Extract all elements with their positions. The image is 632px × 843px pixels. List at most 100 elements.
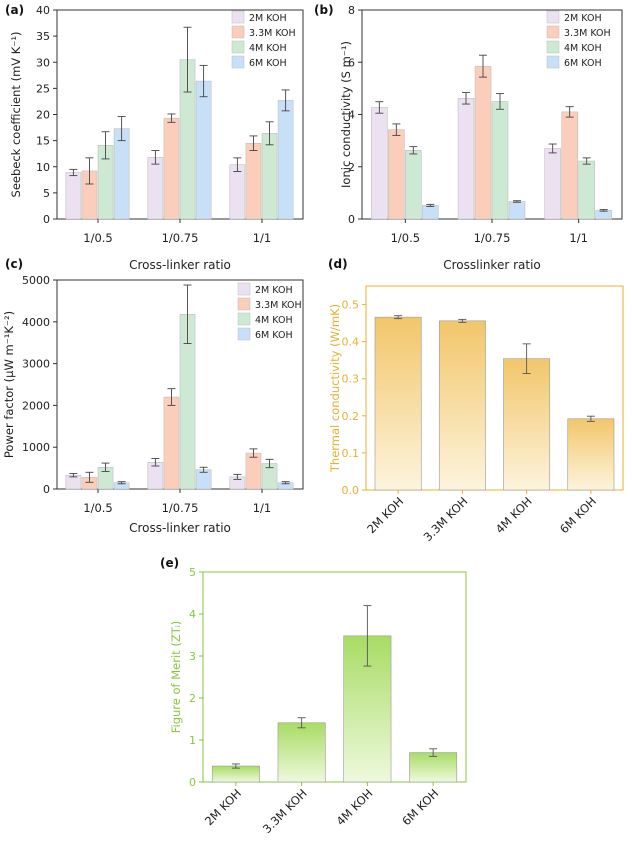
x-axis-label: Crosslinker ratio bbox=[443, 258, 541, 272]
category-label: 2M KOH bbox=[202, 786, 244, 828]
y-tick-label: 3 bbox=[189, 650, 196, 663]
category-label: 1/0.5 bbox=[391, 231, 420, 245]
category-label: 1/0.75 bbox=[162, 501, 199, 515]
y-axis-label: Figure of Merit (ZTᵢ) bbox=[169, 621, 183, 734]
legend-label: 2M KOH bbox=[564, 13, 602, 24]
y-tick-label: 0.2 bbox=[342, 410, 360, 423]
category-label: 3.3M KOH bbox=[260, 786, 310, 836]
y-tick-label: 25 bbox=[36, 82, 50, 95]
y-tick-label: 4 bbox=[189, 608, 196, 621]
y-tick-label: 40 bbox=[36, 4, 50, 17]
y-tick-label: 5000 bbox=[22, 274, 50, 287]
legend-label: 4M KOH bbox=[249, 43, 287, 54]
bar bbox=[457, 98, 475, 220]
y-tick-label: 0.0 bbox=[342, 484, 360, 497]
y-tick-label: 8 bbox=[348, 4, 355, 17]
y-tick-label: 2 bbox=[189, 692, 196, 705]
bar bbox=[163, 396, 180, 490]
y-tick-label: 15 bbox=[36, 135, 50, 148]
y-tick-label: 0.5 bbox=[342, 299, 360, 312]
legend-swatch bbox=[231, 25, 245, 39]
bar bbox=[277, 722, 326, 783]
y-tick-label: 0.4 bbox=[342, 336, 360, 349]
y-tick-label: 20 bbox=[36, 109, 50, 122]
category-label: 1/0.75 bbox=[474, 231, 511, 245]
y-tick-label: 1000 bbox=[22, 441, 50, 454]
y-tick-label: 6 bbox=[348, 56, 355, 69]
legend-swatch bbox=[546, 10, 560, 24]
legend-swatch bbox=[237, 282, 251, 296]
panel-label: (a) bbox=[5, 3, 24, 17]
bar bbox=[147, 157, 164, 220]
y-tick-label: 0.3 bbox=[342, 373, 360, 386]
bar bbox=[438, 320, 486, 491]
legend-swatch bbox=[546, 55, 560, 69]
bar bbox=[245, 452, 262, 490]
bar bbox=[405, 150, 422, 220]
panel-label: (b) bbox=[314, 3, 334, 17]
category-label: 6M KOH bbox=[557, 494, 599, 536]
y-tick-label: 1 bbox=[189, 734, 196, 747]
bar bbox=[474, 65, 492, 220]
y-tick-label: 0 bbox=[43, 213, 50, 226]
panel-e-figure-of-merit-chart: (e) 0 1 2 3 4 5 Figure of Merit (ZTᵢ) 2M KOH 3.3M… bbox=[160, 556, 467, 836]
legend-label: 3.3M KOH bbox=[255, 300, 302, 311]
panel-label: (e) bbox=[160, 556, 179, 570]
plot-frame bbox=[202, 571, 467, 783]
legend-label: 3.3M KOH bbox=[249, 28, 296, 39]
y-tick-label: 3000 bbox=[22, 358, 50, 371]
category-label: 1/1 bbox=[569, 231, 588, 245]
y-tick-label: 4 bbox=[348, 109, 355, 122]
bar bbox=[578, 160, 595, 220]
y-tick-label: 10 bbox=[36, 161, 50, 174]
category-label: 3.3M KOH bbox=[421, 494, 471, 544]
y-axis-label: Thermal conductivity (W/mK) bbox=[328, 304, 342, 473]
bar bbox=[195, 80, 212, 220]
legend-label: 6M KOH bbox=[255, 330, 293, 341]
bar bbox=[508, 201, 526, 220]
bar bbox=[163, 117, 180, 220]
bar bbox=[561, 111, 578, 220]
legend-label: 6M KOH bbox=[249, 58, 287, 69]
category-label: 6M KOH bbox=[399, 786, 441, 828]
x-axis-label: Cross-linker ratio bbox=[129, 258, 231, 272]
bar bbox=[65, 172, 82, 220]
legend-swatch bbox=[231, 40, 245, 54]
y-tick-label: 0 bbox=[43, 483, 50, 496]
legend-label: 3.3M KOH bbox=[564, 28, 611, 39]
legend-swatch bbox=[237, 312, 251, 326]
y-tick-label: 5 bbox=[189, 566, 196, 579]
panel-c-power-factor-chart: (c) 0 1000 2000 3000 4000 5000 Power factor (μW… bbox=[2, 257, 304, 535]
legend-label: 6M KOH bbox=[564, 58, 602, 69]
legend-swatch bbox=[237, 297, 251, 311]
y-axis-label: Power factor (μW m⁻¹K⁻²) bbox=[2, 311, 16, 458]
y-tick-label: 0 bbox=[348, 213, 355, 226]
bar bbox=[595, 210, 612, 220]
legend-swatch bbox=[546, 25, 560, 39]
category-label: 1/0.5 bbox=[83, 231, 112, 245]
legend-swatch bbox=[231, 55, 245, 69]
legend-label: 2M KOH bbox=[255, 285, 293, 296]
y-tick-label: 2000 bbox=[22, 399, 50, 412]
x-axis-label: Cross-linker ratio bbox=[129, 521, 231, 535]
y-tick-label: 0 bbox=[189, 776, 196, 789]
category-label: 1/1 bbox=[253, 231, 272, 245]
bar bbox=[261, 133, 278, 220]
legend-label: 4M KOH bbox=[255, 315, 293, 326]
y-tick-label: 5 bbox=[43, 187, 50, 200]
category-label: 2M KOH bbox=[364, 494, 406, 536]
y-tick-label: 0.1 bbox=[342, 447, 360, 460]
legend-label: 2M KOH bbox=[249, 13, 287, 24]
category-label: 1/0.75 bbox=[162, 231, 199, 245]
bar bbox=[245, 142, 262, 220]
y-tick-label: 4000 bbox=[22, 316, 50, 329]
y-tick-label: 35 bbox=[36, 30, 50, 43]
y-tick-label: 2 bbox=[348, 161, 355, 174]
y-tick-label: 30 bbox=[36, 56, 50, 69]
category-label: 4M KOH bbox=[493, 494, 535, 536]
bar bbox=[409, 752, 458, 783]
bar bbox=[503, 358, 551, 491]
panel-a-seebeck-chart: (a) 0 5 10 15 20 25 30 35 40 Seebeck coefficient (… bbox=[5, 3, 304, 272]
